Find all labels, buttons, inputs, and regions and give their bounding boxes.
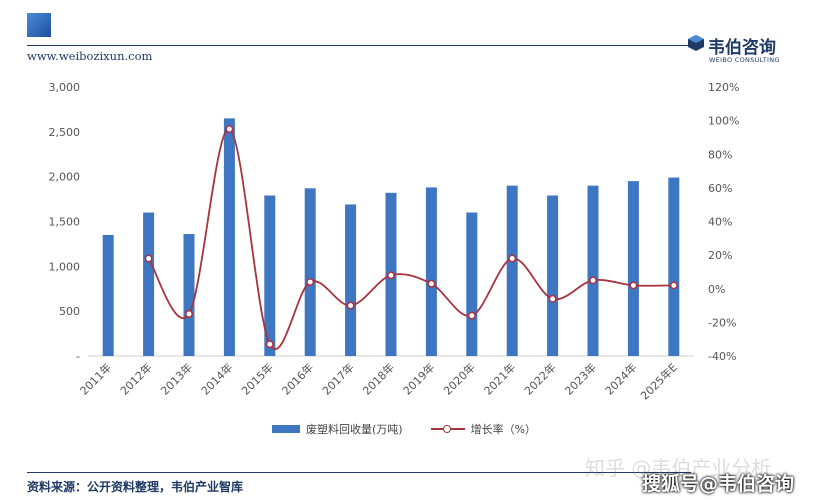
line-series xyxy=(144,125,678,350)
brand-subtitle: WEIBO CONSULTING xyxy=(709,56,780,64)
line-point xyxy=(548,294,557,303)
x-tick-label: 2022年 xyxy=(521,360,558,397)
right-tick-label: 0% xyxy=(708,283,725,296)
line-point xyxy=(629,281,638,290)
bar-series xyxy=(102,118,680,356)
x-tick-label: 2013年 xyxy=(158,360,195,397)
growth-line xyxy=(147,128,674,350)
header-divider xyxy=(27,45,691,46)
line-point xyxy=(467,311,476,320)
left-tick-label: - xyxy=(76,350,80,363)
x-tick-label: 2011年 xyxy=(77,360,114,397)
bar xyxy=(425,187,437,356)
bar xyxy=(223,118,235,356)
line-point xyxy=(346,301,355,310)
bar xyxy=(466,212,478,356)
legend-bar-swatch xyxy=(272,425,300,433)
x-tick-label: 2017年 xyxy=(319,360,356,397)
legend-line-label: 增长率（%） xyxy=(470,423,537,436)
bar xyxy=(183,234,195,356)
left-tick-label: 500 xyxy=(59,305,80,318)
bar xyxy=(345,204,357,356)
x-tick-label: 2018年 xyxy=(360,360,397,397)
left-tick-label: 2,500 xyxy=(49,126,81,139)
line-point xyxy=(185,310,193,318)
bar xyxy=(506,185,518,356)
line-point xyxy=(589,276,597,285)
right-tick-label: 20% xyxy=(708,249,732,262)
brand-logo-icon xyxy=(688,35,704,51)
logo-square xyxy=(27,13,51,37)
bar xyxy=(102,234,114,356)
x-tick-label: 2020年 xyxy=(440,360,477,397)
line-point xyxy=(669,281,678,290)
x-tick-label: 2021年 xyxy=(481,360,518,397)
bar xyxy=(587,185,599,356)
legend-line-swatch xyxy=(430,424,465,434)
left-tick-label: 3,000 xyxy=(49,81,81,94)
x-tick-label: 2016年 xyxy=(279,360,316,397)
x-tick-label: 2019年 xyxy=(400,360,437,397)
line-point xyxy=(387,271,395,280)
x-tick-label: 2015年 xyxy=(238,360,275,397)
bar xyxy=(264,195,276,356)
right-tick-label: 60% xyxy=(708,182,732,195)
left-tick-label: 1,500 xyxy=(49,216,81,229)
bar xyxy=(627,181,639,356)
x-tick-label: 2012年 xyxy=(117,360,154,397)
right-tick-label: -20% xyxy=(708,316,736,329)
brand-name: 韦伯咨询 xyxy=(708,38,776,58)
right-tick-label: 80% xyxy=(708,148,732,161)
line-point xyxy=(225,125,234,133)
right-tick-label: -40% xyxy=(708,350,736,363)
line-point xyxy=(265,340,274,349)
line-point xyxy=(306,278,315,286)
bar xyxy=(668,177,680,356)
website-url[interactable]: www.weibozixun.com xyxy=(27,49,153,63)
x-tick-label: 2023年 xyxy=(562,360,599,397)
chart-legend: 废塑料回收量(万吨) 增长率（%） xyxy=(272,421,536,437)
line-point xyxy=(508,254,517,263)
x-tick-label: 2014年 xyxy=(198,360,235,397)
watermark: 知乎 @韦伯产业分析 xyxy=(585,456,772,480)
bar xyxy=(547,195,559,356)
line-point xyxy=(427,279,436,288)
left-tick-label: 2,000 xyxy=(49,171,81,184)
right-tick-label: 100% xyxy=(708,115,739,128)
line-point xyxy=(144,254,153,263)
x-tick-label: 2025年E xyxy=(638,360,680,402)
right-tick-label: 120% xyxy=(708,81,739,94)
x-tick-label: 2024年 xyxy=(602,360,639,397)
footer-divider xyxy=(27,472,691,473)
legend-bar-label: 废塑料回收量(万吨) xyxy=(306,423,403,436)
watermark-user: 搜狐号@韦伯咨询 xyxy=(642,473,795,495)
source-note: 资料来源：公开资料整理，韦伯产业智库 xyxy=(27,480,244,494)
bar xyxy=(143,212,155,356)
right-tick-label: 40% xyxy=(708,216,732,229)
left-tick-label: 1,000 xyxy=(49,260,81,273)
bar xyxy=(304,188,316,356)
x-axis-labels: 2011年 2012年 2013年 2014年 2015年 2016年 2017年 2018年… xyxy=(77,360,680,402)
